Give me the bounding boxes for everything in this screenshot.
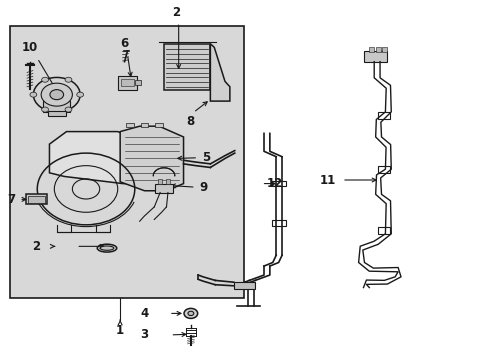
Bar: [141, 123, 148, 127]
Text: 12: 12: [266, 177, 282, 190]
Circle shape: [50, 90, 63, 100]
Bar: [48, 111, 65, 116]
Bar: [377, 112, 389, 119]
Bar: [377, 166, 389, 173]
Bar: [363, 51, 386, 62]
Bar: [27, 196, 45, 203]
Bar: [272, 181, 285, 186]
Circle shape: [41, 107, 48, 112]
Bar: [368, 47, 373, 51]
Circle shape: [187, 311, 193, 316]
Circle shape: [41, 83, 72, 106]
Bar: [165, 179, 169, 184]
Circle shape: [30, 92, 37, 97]
Bar: [233, 282, 255, 289]
Bar: [135, 80, 141, 85]
Bar: [158, 179, 162, 184]
Bar: [155, 184, 172, 193]
Circle shape: [183, 309, 197, 319]
Bar: [381, 47, 386, 51]
Text: 4: 4: [140, 307, 148, 320]
Polygon shape: [163, 44, 210, 90]
Circle shape: [65, 107, 72, 112]
Text: 2: 2: [172, 6, 180, 19]
Polygon shape: [120, 126, 183, 191]
Bar: [26, 194, 46, 204]
Text: 3: 3: [140, 328, 148, 341]
Bar: [118, 76, 137, 90]
Bar: [10, 26, 244, 298]
Bar: [375, 47, 380, 51]
Bar: [43, 101, 70, 112]
Ellipse shape: [97, 244, 117, 252]
Polygon shape: [49, 132, 157, 184]
Polygon shape: [210, 44, 229, 101]
Text: 10: 10: [22, 41, 38, 54]
Circle shape: [77, 92, 83, 97]
Circle shape: [33, 77, 80, 112]
Text: 11: 11: [319, 174, 335, 186]
Bar: [121, 79, 134, 86]
Bar: [155, 123, 163, 127]
Text: 2: 2: [32, 240, 40, 253]
Text: 6: 6: [120, 37, 128, 50]
Circle shape: [41, 77, 48, 82]
Bar: [126, 123, 134, 127]
Text: 7: 7: [7, 193, 16, 206]
Text: 1: 1: [116, 324, 124, 337]
Circle shape: [65, 77, 72, 82]
Text: 5: 5: [201, 151, 209, 164]
Ellipse shape: [100, 246, 114, 250]
Text: 8: 8: [185, 116, 194, 129]
Bar: [272, 220, 285, 226]
Bar: [377, 226, 389, 234]
Text: 9: 9: [199, 181, 207, 194]
